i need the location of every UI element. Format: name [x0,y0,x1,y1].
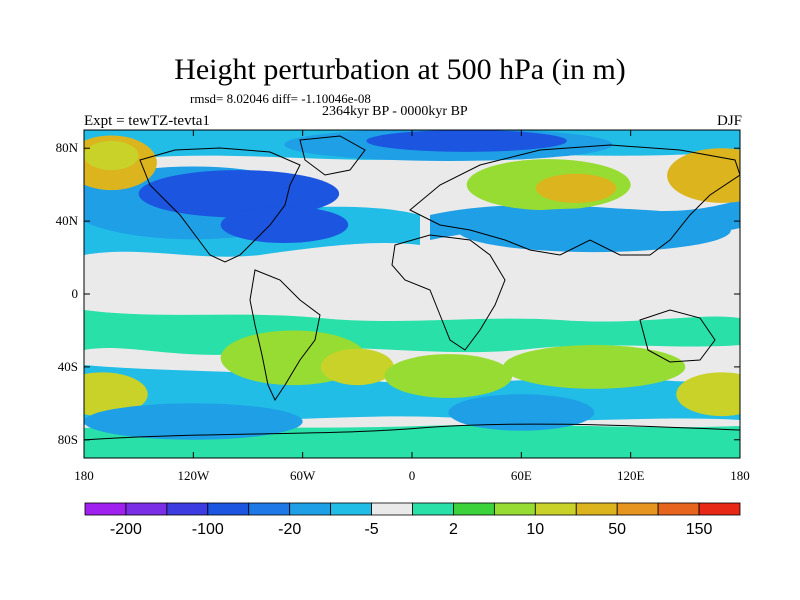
field-patch [448,394,595,431]
time-period-label: 2364kyr BP - 0000kyr BP [322,104,468,119]
x-tick-label: 0 [409,468,416,483]
x-tick-label: 60E [511,468,532,483]
x-tick-label: 180 [730,468,750,483]
coast-north-america [139,147,301,263]
y-tick-label: 40N [56,213,79,228]
longitude-ticks: 180 120W 60W 0 60E 120E 180 [74,130,750,483]
coast-antarctica [84,423,740,441]
x-tick-label: 180 [74,468,94,483]
x-tick-label: 120W [177,468,210,483]
coastlines [84,135,740,441]
field-patch [366,130,567,152]
colorbar-box [371,502,413,516]
colorbar-label: 50 [608,521,626,538]
field-patch [320,348,394,386]
y-tick-label: 0 [72,286,79,301]
experiment-label: Expt = tewTZ-tevta1 [84,113,210,129]
field-patches [84,130,740,440]
coast-australia [639,309,716,363]
field-patch [535,173,617,203]
colorbar-label: 10 [526,521,544,538]
colorbar-box [330,502,372,516]
y-tick-label: 40S [58,359,78,374]
x-tick-label: 120E [617,468,645,483]
colorbar-box [534,502,577,516]
colorbar-box [125,502,168,516]
colorbar-box [575,502,618,516]
colorbar-label: -20 [278,521,301,538]
colorbar-box [616,502,659,516]
colorbar-label: 2 [449,521,458,538]
coast-africa [391,234,506,351]
y-tick-label: 80N [56,140,79,155]
colorbar-box [289,502,332,516]
colorbar-box [493,502,536,516]
coast-south-america [249,269,321,402]
rmsd-diff-stats: rmsd= 8.02046 diff= -1.10046e-08 [190,91,371,106]
map-title: Height perturbation at 500 hPa (in m) [174,53,626,86]
field-patch [457,208,731,253]
field-patch [138,170,340,218]
colorbar-label: 150 [686,521,713,538]
colorbar: -200 -100 -20 -5 2 10 50 150 [84,502,741,538]
coast-greenland [299,135,366,176]
colorbar-box [248,502,291,516]
field-patch [84,372,148,417]
colorbar-label: -5 [364,521,378,538]
colorbar-box [453,502,495,516]
field-patch [220,206,349,243]
colorbar-box [412,502,454,516]
colorbar-box [166,502,209,516]
season-label: DJF [716,113,742,129]
field-patch [667,148,740,203]
colorbar-box [207,502,250,516]
colorbar-box [84,502,127,516]
colorbar-label: -200 [110,521,142,538]
field-patch [84,140,139,171]
field-patch [384,354,513,398]
colorbar-label: -100 [192,521,224,538]
y-tick-label: 80S [58,432,78,447]
field-patch [503,345,686,389]
colorbar-box [698,502,741,516]
coast-eurasia [409,144,740,256]
field-patch [84,403,303,440]
x-tick-label: 60W [290,468,316,483]
latitude-ticks: 80N 40N 0 40S 80S [56,140,740,447]
colorbar-box [657,502,700,516]
field-patch [676,372,740,417]
